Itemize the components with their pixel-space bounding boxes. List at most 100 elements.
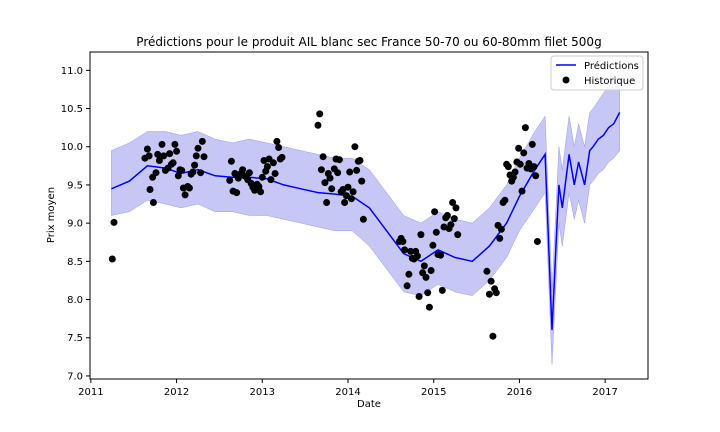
legend: Prédictions Historique	[550, 55, 644, 91]
history-point	[407, 247, 415, 255]
history-point	[346, 168, 354, 176]
history-point	[437, 251, 445, 259]
history-point	[166, 150, 174, 158]
history-point	[278, 153, 286, 161]
history-point	[450, 215, 458, 223]
history-point	[511, 168, 519, 176]
history-point	[351, 143, 359, 151]
history-point	[319, 153, 327, 161]
history-point	[316, 110, 324, 118]
history-point	[427, 267, 435, 274]
history-point	[155, 157, 163, 164]
x-tick-label: 2013	[250, 387, 275, 398]
history-point	[269, 159, 277, 167]
history-point	[185, 184, 193, 192]
history-point	[334, 169, 342, 177]
history-point	[321, 179, 329, 187]
history-point	[509, 173, 517, 181]
history-point	[189, 168, 197, 176]
history-point	[227, 157, 235, 165]
history-point	[152, 169, 160, 177]
x-tick-label: 2012	[164, 387, 189, 398]
history-point	[353, 166, 361, 174]
history-point	[520, 149, 528, 157]
y-tick-label: 11.0	[61, 66, 83, 77]
legend-history-swatch	[562, 76, 570, 84]
y-tick-label: 8.0	[67, 295, 83, 306]
history-point	[424, 289, 432, 297]
plot-area	[108, 73, 621, 365]
history-point	[146, 186, 154, 193]
history-point	[447, 221, 455, 229]
history-point	[432, 228, 440, 236]
history-point	[239, 166, 247, 174]
history-point	[431, 208, 439, 216]
y-tick-label: 8.5	[67, 257, 83, 268]
history-point	[516, 160, 524, 168]
history-point	[257, 188, 265, 196]
history-point	[200, 153, 208, 161]
y-tick-label: 10.0	[61, 142, 83, 153]
history-point	[192, 152, 200, 160]
history-point	[317, 166, 325, 174]
history-point	[349, 188, 357, 196]
history-point	[143, 145, 151, 153]
y-axis-label: Prix moyen	[46, 187, 57, 243]
chart-title: Prédictions pour le produit AIL blanc se…	[136, 35, 601, 49]
history-point	[328, 185, 336, 193]
history-point	[518, 187, 526, 195]
history-points	[108, 110, 541, 340]
history-point	[356, 157, 364, 164]
history-point	[417, 231, 425, 239]
history-point	[145, 152, 153, 160]
history-point	[504, 163, 512, 171]
history-point	[160, 152, 168, 160]
x-axis-label: Date	[357, 399, 381, 410]
history-point	[326, 174, 334, 182]
history-point	[255, 183, 263, 190]
history-point	[171, 140, 179, 148]
history-point	[342, 192, 350, 200]
history-point	[485, 290, 493, 298]
history-point	[335, 156, 343, 164]
history-point	[497, 225, 505, 233]
history-point	[401, 246, 409, 254]
history-point	[530, 163, 538, 171]
history-point	[258, 173, 266, 181]
x-tick-label: 2015	[421, 387, 446, 398]
history-point	[314, 121, 322, 129]
x-tick-label: 2017	[592, 387, 617, 398]
history-point	[174, 172, 182, 180]
history-point	[438, 286, 446, 294]
history-point	[489, 332, 497, 340]
history-point	[521, 124, 529, 132]
history-point	[422, 273, 430, 281]
history-point	[347, 195, 355, 203]
history-point	[449, 199, 457, 206]
history-point	[341, 199, 349, 206]
history-point	[496, 234, 504, 242]
history-point	[420, 262, 428, 270]
x-tick-label: 2014	[335, 387, 360, 398]
x-axis: 2011 2012 2013 2014 2015 2016 2017	[78, 379, 618, 398]
history-point	[158, 140, 166, 148]
history-point	[515, 144, 523, 152]
history-point	[273, 137, 281, 145]
history-point	[263, 163, 271, 171]
x-tick-label: 2011	[78, 387, 103, 398]
history-point	[108, 255, 116, 263]
history-point	[198, 137, 206, 145]
history-point	[533, 238, 541, 245]
y-tick-label: 10.5	[61, 104, 83, 115]
history-point	[191, 161, 199, 169]
y-tick-label: 7.0	[67, 371, 83, 382]
history-point	[154, 150, 162, 158]
history-point	[399, 238, 407, 245]
history-point	[233, 189, 241, 197]
history-point	[181, 191, 189, 199]
history-point	[275, 144, 283, 151]
y-axis: 7.0 7.5 8.0 8.5 9.0 9.5 10.0 10.5 11.0	[61, 66, 90, 382]
history-point	[194, 144, 202, 152]
history-point	[359, 215, 367, 223]
